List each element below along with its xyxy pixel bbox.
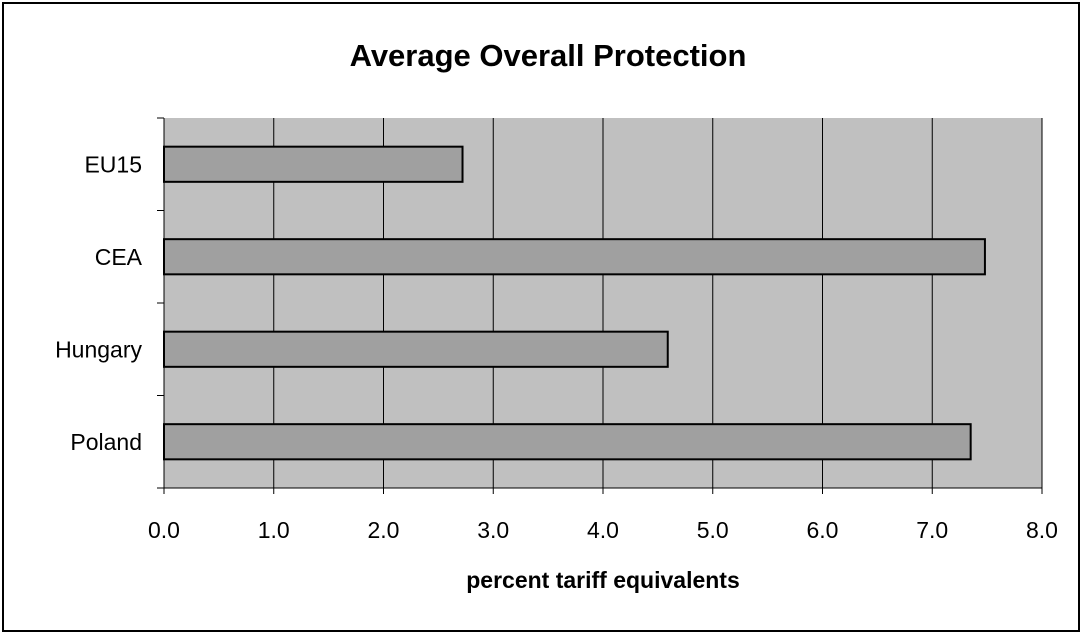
bar-cea: [163, 238, 986, 276]
x-tick-label: 0.0: [148, 517, 180, 543]
chart-title: Average Overall Protection: [350, 38, 747, 73]
x-tick-label: 3.0: [477, 517, 509, 543]
x-axis-label: percent tariff equivalents: [466, 567, 740, 593]
category-label: Poland: [70, 429, 142, 455]
category-labels: EU15 CEA Hungary Poland: [55, 151, 143, 455]
bar-hungary: [163, 330, 669, 368]
category-label: CEA: [95, 244, 143, 270]
x-tick-labels: 0.0 1.0 2.0 3.0 4.0 5.0 6.0 7.0 8.0: [148, 517, 1058, 543]
bar-poland: [163, 423, 972, 461]
category-label: Hungary: [55, 336, 142, 362]
x-tick-label: 2.0: [368, 517, 400, 543]
x-tick-label: 1.0: [258, 517, 290, 543]
axes: [157, 117, 1043, 494]
category-label: EU15: [84, 151, 142, 177]
bar-eu15: [163, 145, 464, 183]
x-tick-label: 7.0: [916, 517, 948, 543]
x-tick-label: 5.0: [697, 517, 729, 543]
x-tick-label: 4.0: [587, 517, 619, 543]
x-tick-label: 6.0: [807, 517, 839, 543]
x-tick-label: 8.0: [1026, 517, 1058, 543]
